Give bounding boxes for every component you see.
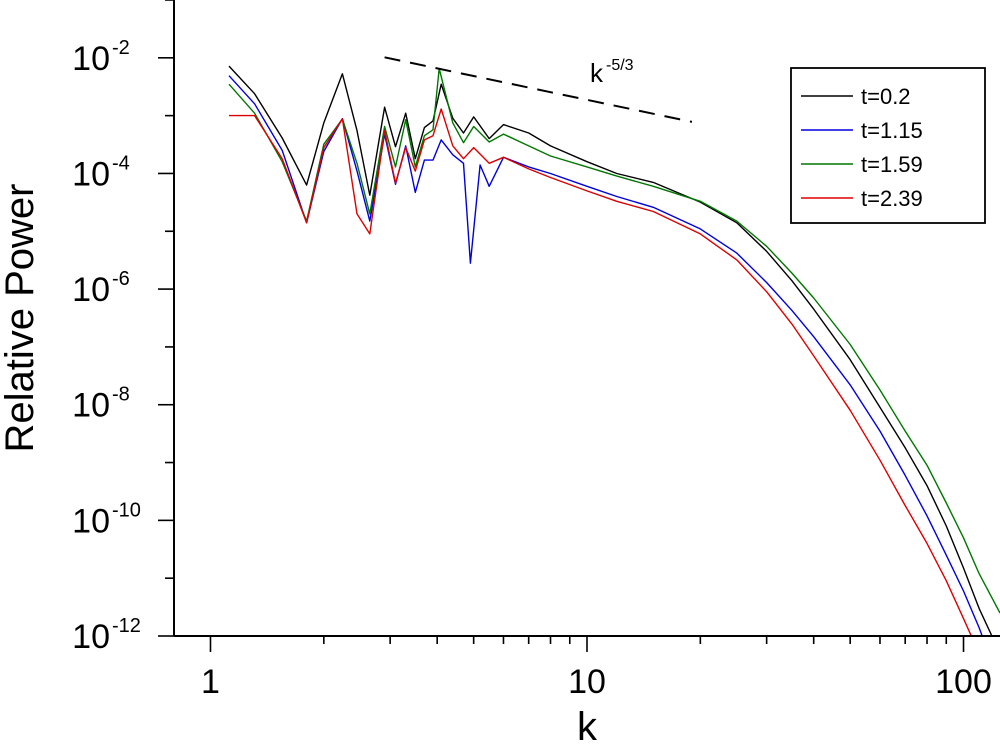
y-tick-exponent: -6 [112, 268, 130, 290]
x-tick-label: 100 [935, 663, 992, 701]
x-axis-title: k [577, 705, 598, 746]
series-line-1 [228, 65, 993, 636]
y-tick-exponent: -12 [112, 615, 141, 637]
slope-guide-line [384, 56, 693, 123]
y-tick-exponent: -10 [112, 499, 141, 521]
y-tick-label: 10 [72, 155, 110, 193]
y-tick-label: 10 [72, 502, 110, 540]
annotation-layer: k -5/3 [384, 56, 693, 123]
series-line-2 [228, 75, 983, 636]
y-axis-title: Relative Power [0, 183, 42, 452]
x-tick-label: 1 [201, 663, 220, 701]
series-layer [228, 65, 1000, 636]
legend-label-3: t=1.59 [861, 152, 923, 177]
legend-box [790, 67, 986, 224]
legend-label-4: t=2.39 [861, 186, 923, 211]
slope-label: k [590, 58, 604, 88]
legend: t=0.2 t=1.15 t=1.59 t=2.39 [790, 67, 986, 224]
legend-label-2: t=1.15 [861, 118, 923, 143]
y-tick-exponent: -8 [112, 384, 130, 406]
x-tick-label: 10 [568, 663, 606, 701]
y-tick-label: 10 [72, 618, 110, 656]
y-tick-exponent: -2 [112, 37, 130, 59]
y-tick-exponent: -4 [112, 152, 130, 174]
series-line-3 [228, 67, 1000, 614]
y-tick-label: 10 [72, 271, 110, 309]
series-line-4 [229, 108, 973, 636]
slope-label-exponent: -5/3 [606, 57, 634, 74]
legend-label-1: t=0.2 [861, 84, 911, 109]
y-tick-label: 10 [72, 40, 110, 78]
y-tick-label: 10 [72, 387, 110, 425]
